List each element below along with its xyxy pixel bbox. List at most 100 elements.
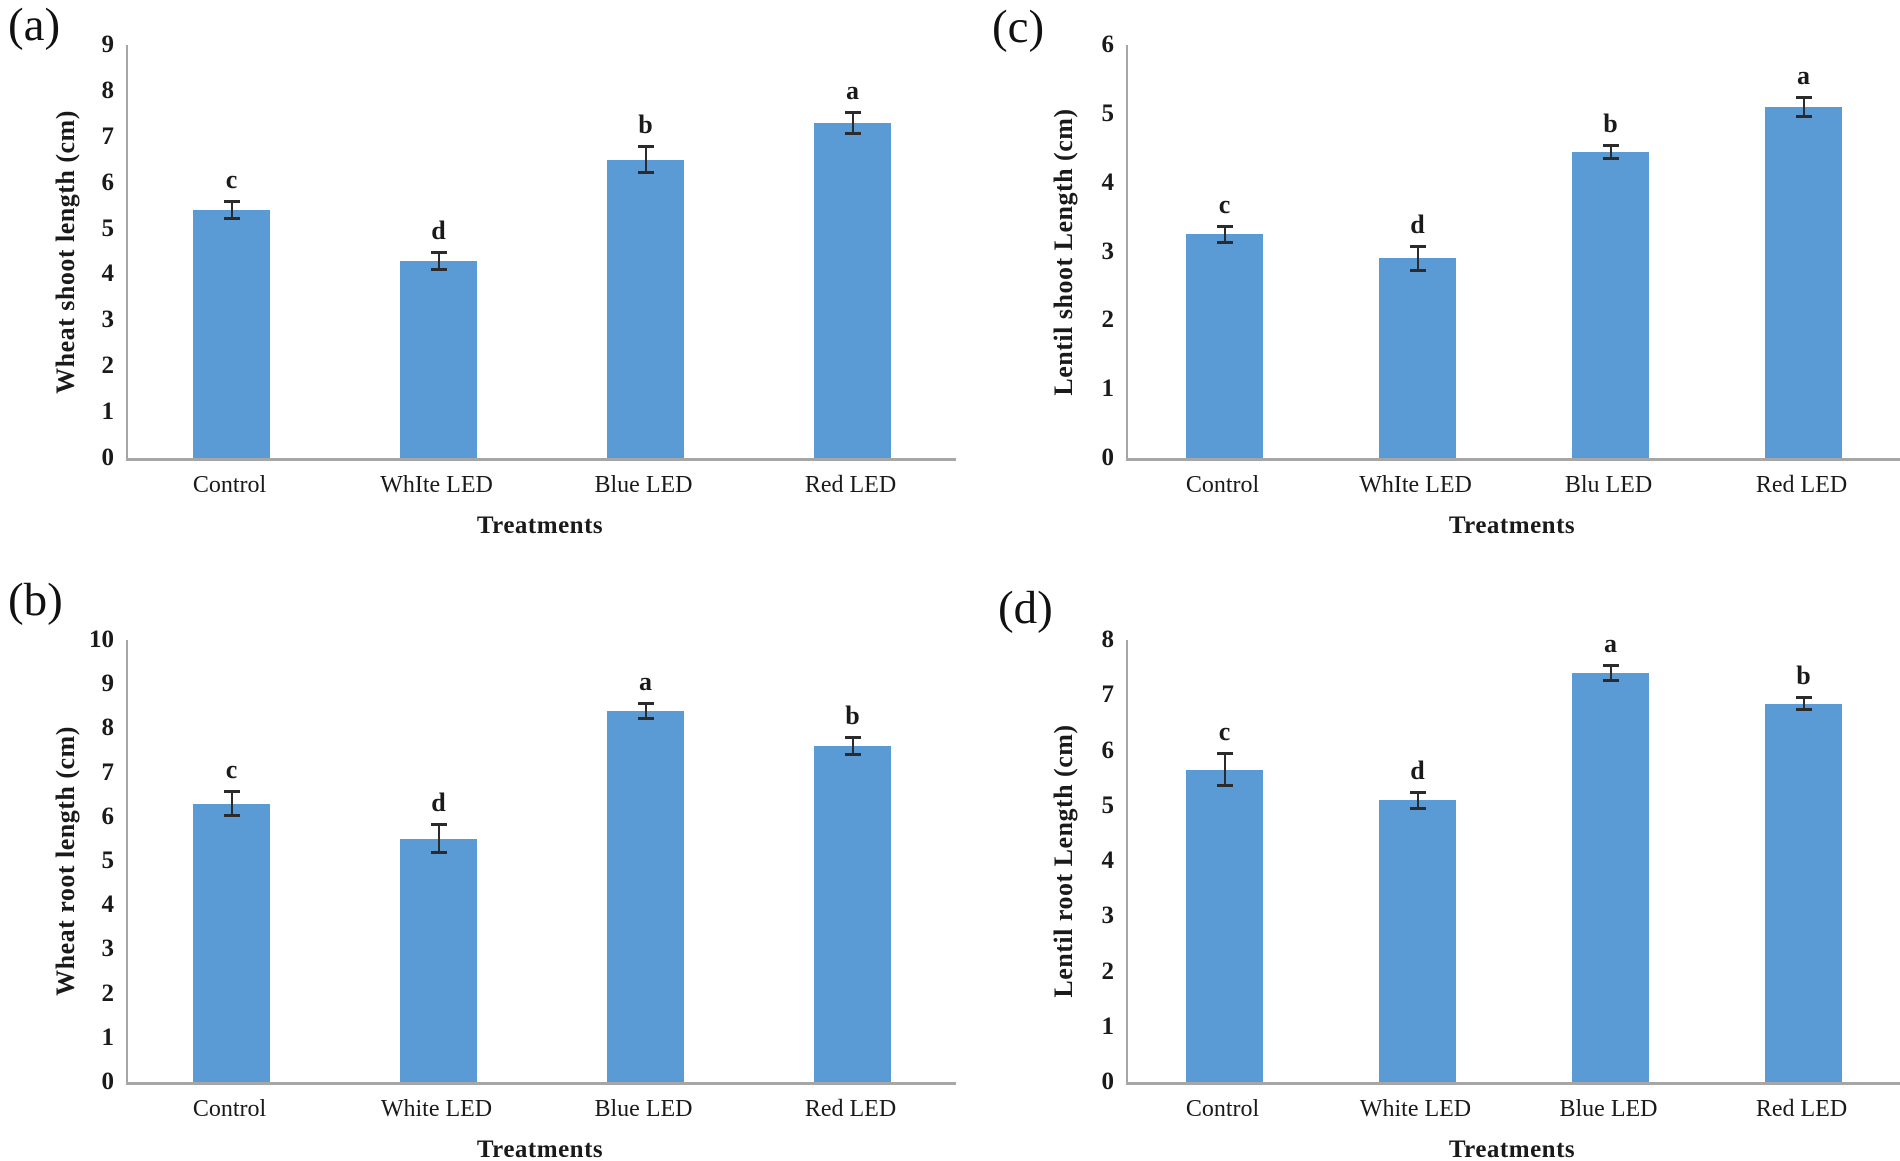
x-category-label: Control bbox=[192, 472, 267, 498]
error-bar-cap-bottom bbox=[1409, 268, 1426, 272]
significance-letter: c bbox=[225, 755, 238, 785]
error-bar-cap-bottom bbox=[1216, 240, 1233, 244]
error-bar-cap-top bbox=[844, 110, 861, 114]
error-bar-line bbox=[1223, 226, 1226, 243]
bar-blue-led bbox=[1572, 673, 1649, 1082]
x-category-label: Blue LED bbox=[1559, 1096, 1658, 1122]
y-tick-label: 0 bbox=[1101, 1068, 1115, 1095]
x-category-label: White LED bbox=[380, 1096, 493, 1122]
error-bar-cap-top bbox=[637, 701, 654, 705]
bar-white-led bbox=[400, 260, 477, 458]
significance-letter: c bbox=[225, 165, 238, 195]
significance-letter: b bbox=[1603, 108, 1618, 138]
x-category-label: Control bbox=[192, 1096, 267, 1122]
bar-white-led bbox=[400, 838, 477, 1082]
y-tick-label: 4 bbox=[1101, 168, 1115, 196]
bar-red-led bbox=[814, 123, 891, 458]
y-tick-label: 2 bbox=[101, 979, 115, 1007]
significance-letter: d bbox=[1410, 209, 1425, 239]
error-bar-line bbox=[1609, 664, 1612, 682]
x-category-label: WhIte LED bbox=[1359, 472, 1472, 498]
plot-area: c d b a bbox=[126, 45, 956, 461]
error-bar-cap-top bbox=[430, 250, 447, 254]
error-bar-line bbox=[437, 824, 440, 854]
y-axis-title: Wheat shoot length (cm) bbox=[51, 109, 80, 394]
panel-b: (b) Wheat root length (cm) 0 1 2 3 4 5 6 7 8 9 10 c d a… bbox=[0, 565, 980, 1161]
x-axis-title: Treatments bbox=[1448, 512, 1576, 539]
error-bar-cap-bottom bbox=[1602, 156, 1619, 160]
error-bar-cap-bottom bbox=[637, 171, 654, 175]
y-tick-label: 8 bbox=[101, 76, 115, 104]
x-category-label: Control bbox=[1185, 472, 1260, 498]
y-tick-label: 0 bbox=[1101, 444, 1115, 471]
y-tick-label: 1 bbox=[101, 1023, 115, 1051]
significance-letter: d bbox=[431, 788, 446, 818]
error-bar-cap-bottom bbox=[1602, 679, 1619, 683]
error-bar-cap-top bbox=[844, 736, 861, 740]
significance-letter: a bbox=[846, 75, 859, 105]
x-category-label: Red LED bbox=[1755, 472, 1848, 498]
x-axis-title: Treatments bbox=[1448, 1136, 1576, 1161]
y-tick-label: 3 bbox=[101, 306, 115, 334]
y-tick-label: 3 bbox=[101, 935, 115, 963]
y-tick-label: 8 bbox=[1101, 626, 1115, 653]
bar-blue-led bbox=[607, 159, 684, 458]
y-tick-label: 2 bbox=[1101, 306, 1115, 334]
panel-label-c: (c) bbox=[992, 1, 1045, 53]
error-bar-cap-top bbox=[1409, 790, 1426, 794]
error-bar-cap-bottom bbox=[223, 217, 240, 221]
error-bar-cap-top bbox=[1409, 244, 1426, 248]
y-tick-label: 4 bbox=[101, 260, 115, 288]
plot-area: c d a b bbox=[1126, 630, 1900, 1085]
error-bar-cap-top bbox=[223, 790, 240, 794]
error-bar-line bbox=[1416, 245, 1419, 271]
panel-c: (c) Lentil shoot Length (cm) 0 1 2 3 4 5 6 c d b a Co… bbox=[980, 0, 1900, 565]
error-bar-cap-top bbox=[1602, 143, 1619, 147]
error-bar-line bbox=[437, 251, 440, 270]
y-tick-label: 0 bbox=[101, 444, 115, 471]
y-tick-label: 0 bbox=[101, 1068, 115, 1095]
x-category-label: WhIte LED bbox=[380, 472, 493, 498]
bar-control bbox=[1186, 234, 1263, 458]
x-category-label: Blue LED bbox=[594, 472, 693, 498]
significance-letter: d bbox=[431, 215, 446, 245]
x-category-label: Red LED bbox=[804, 472, 897, 498]
error-bar-cap-top bbox=[1216, 225, 1233, 229]
y-tick-label: 3 bbox=[1101, 902, 1115, 930]
bar-red-led bbox=[814, 746, 891, 1082]
error-bar-line bbox=[644, 145, 647, 174]
bar-control bbox=[193, 803, 270, 1082]
error-bar-cap-bottom bbox=[844, 132, 861, 136]
error-bar-cap-bottom bbox=[844, 752, 861, 756]
bar-white-led bbox=[1379, 258, 1456, 458]
significance-letter: b bbox=[1796, 660, 1811, 690]
y-tick-label: 6 bbox=[101, 802, 115, 830]
error-bar-line bbox=[230, 201, 233, 220]
error-bar-cap-top bbox=[1602, 663, 1619, 667]
error-bar-cap-bottom bbox=[1409, 806, 1426, 810]
error-bar-cap-bottom bbox=[430, 267, 447, 271]
bar-red-led bbox=[1765, 106, 1842, 458]
y-tick-label: 10 bbox=[89, 626, 114, 653]
bar-control bbox=[193, 210, 270, 458]
significance-letter: b bbox=[845, 701, 860, 731]
bar-blu-led bbox=[1572, 151, 1649, 458]
panel-label-a: (a) bbox=[8, 0, 61, 51]
panel-a: (a) Wheat shoot length (cm) 0 1 2 3 4 5 6 7 8 9 c d b a… bbox=[0, 0, 980, 565]
error-bar-cap-bottom bbox=[1216, 784, 1233, 788]
plot-area: c d b a bbox=[1126, 45, 1900, 461]
y-tick-label: 6 bbox=[1101, 736, 1115, 764]
error-bar-cap-bottom bbox=[430, 851, 447, 855]
y-tick-label: 2 bbox=[101, 352, 115, 380]
error-bar-cap-top bbox=[1216, 752, 1233, 756]
bar-blue-led bbox=[607, 710, 684, 1082]
error-bar-cap-bottom bbox=[1795, 708, 1812, 712]
error-bar-cap-bottom bbox=[637, 716, 654, 720]
error-bar-line bbox=[1609, 144, 1612, 159]
y-tick-label: 3 bbox=[1101, 237, 1115, 265]
plot-area: c d a b bbox=[126, 640, 956, 1085]
error-bar-line bbox=[1416, 791, 1419, 809]
x-category-label: Red LED bbox=[804, 1096, 897, 1122]
x-axis-title: Treatments bbox=[476, 1136, 604, 1161]
